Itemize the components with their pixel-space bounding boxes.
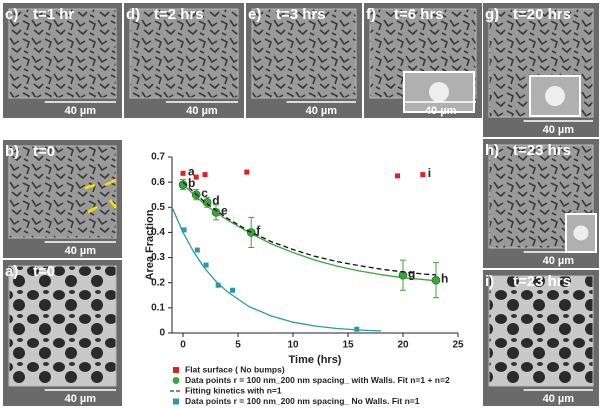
scale-label: 40 µm — [306, 105, 338, 117]
scale-label: 40 µm — [65, 105, 97, 117]
y-tick-label: 0 — [159, 328, 165, 339]
scale-label: 40 µm — [543, 124, 575, 136]
micrograph — [251, 8, 357, 99]
panel-label: g) — [485, 6, 499, 23]
point-label: e — [221, 203, 228, 217]
scale-label: 40 µm — [65, 245, 97, 257]
x-tick-label: 5 — [235, 340, 241, 351]
scale-label: 40 µm — [186, 105, 218, 117]
panel-label: b) — [5, 143, 19, 160]
data-point — [420, 172, 426, 178]
panel-time: t=20 hrs — [513, 6, 571, 23]
data-point — [202, 197, 212, 207]
micrograph — [129, 8, 239, 99]
panel-label: a) — [5, 263, 18, 280]
arrow — [104, 178, 117, 187]
data-point — [395, 173, 400, 179]
fit-line — [182, 181, 437, 276]
panel-time: t=23 hrs — [513, 142, 571, 159]
point-label: b — [188, 176, 195, 190]
micrograph — [8, 145, 117, 239]
data-point — [178, 180, 188, 189]
data-point — [193, 174, 199, 180]
micrograph — [8, 8, 117, 99]
point-label: h — [441, 271, 448, 285]
data-point — [354, 326, 360, 332]
data-point — [211, 208, 221, 217]
panel-label: e) — [248, 6, 261, 23]
y-tick-label: 0.5 — [151, 202, 165, 213]
panel-time: t=23 hrs — [513, 273, 571, 290]
y-tick-label: 0.2 — [151, 277, 165, 288]
point-label: i — [428, 166, 431, 180]
panel-label: h) — [485, 142, 499, 159]
data-point — [244, 169, 250, 175]
micrograph — [8, 265, 117, 387]
point-label: f — [256, 224, 261, 238]
x-tick-label: 20 — [397, 340, 409, 351]
y-tick-label: 0.4 — [151, 227, 165, 238]
y-tick-label: 0.3 — [151, 252, 165, 263]
x-axis-label: Time (hrs) — [289, 354, 342, 366]
legend-label: Data points r = 100 nm_200 nm spacing_ w… — [185, 375, 450, 385]
legend-marker — [172, 377, 180, 384]
panel-time: t=0 — [33, 143, 55, 160]
legend-label: Flat surface ( No bumps) — [185, 364, 285, 374]
panel-label: d) — [126, 6, 140, 23]
data-point — [431, 275, 441, 285]
x-tick-label: 15 — [342, 340, 354, 351]
panel-label: i) — [485, 273, 494, 290]
scale-label: 40 µm — [65, 393, 97, 405]
scale-label: 40 µm — [543, 255, 575, 267]
scale-label: 40 µm — [543, 393, 575, 405]
y-axis-label: Area Fraction — [144, 209, 156, 280]
inset-feature — [429, 82, 449, 102]
data-point — [194, 247, 200, 253]
panel-label: c) — [5, 6, 18, 23]
point-label: d — [212, 193, 219, 207]
fit-curve — [171, 207, 382, 332]
data-point — [215, 282, 221, 288]
x-tick-label: 25 — [452, 340, 464, 351]
panel-time: t=3 hrs — [276, 6, 326, 23]
x-tick-label: 0 — [180, 340, 186, 351]
x-tick-label: 10 — [287, 340, 299, 351]
data-point — [180, 170, 186, 176]
data-point — [398, 270, 408, 280]
legend-label: Fitting kinetics with n=1 — [185, 385, 282, 395]
point-label: a — [188, 165, 195, 179]
y-tick-label: 0.6 — [151, 177, 165, 188]
panel-time: t=0 — [33, 263, 55, 280]
plot-background — [130, 140, 475, 408]
inset-feature — [545, 86, 565, 106]
y-tick-label: 0.1 — [151, 302, 165, 313]
panel-label: f) — [366, 6, 376, 23]
data-point — [203, 262, 209, 268]
arrow — [109, 199, 117, 209]
legend-marker — [173, 367, 179, 373]
panel-time: t=6 hrs — [394, 6, 444, 23]
legend-marker — [173, 398, 179, 405]
panel-time: t=1 hr — [33, 6, 74, 23]
data-point — [230, 287, 235, 293]
data-point — [246, 228, 256, 237]
legend-label: Data points r = 100 nm_200 nm spacing_ N… — [185, 396, 420, 406]
scale-label: 40 µm — [425, 105, 457, 117]
data-point — [202, 172, 208, 178]
arrow — [87, 205, 98, 214]
point-label: c — [201, 186, 208, 200]
arrow — [84, 183, 96, 190]
micrograph — [488, 275, 594, 387]
data-point — [181, 227, 187, 233]
panel-time: t=2 hrs — [154, 6, 204, 23]
y-tick-label: 0.7 — [151, 152, 165, 163]
inset-feature — [573, 225, 589, 241]
